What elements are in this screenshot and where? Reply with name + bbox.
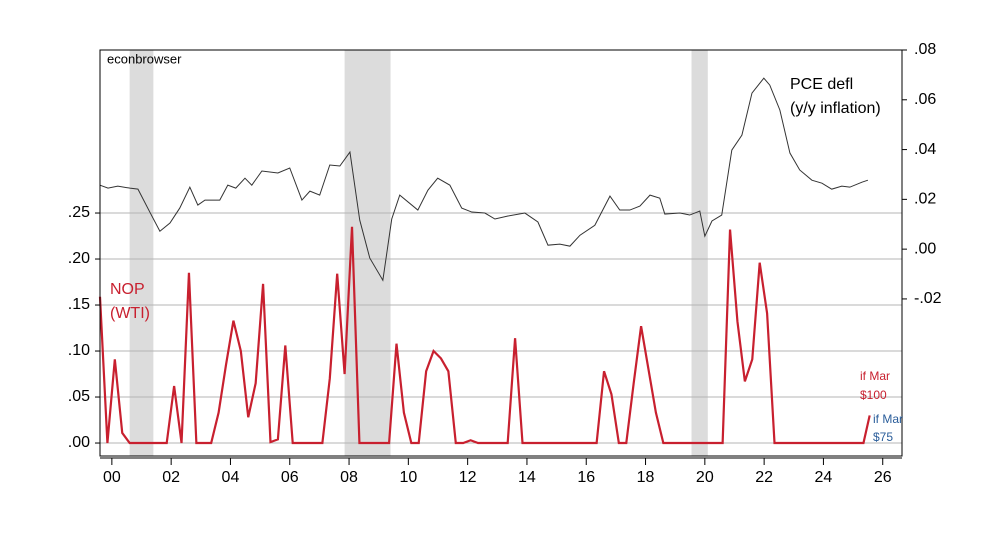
x-tick-label: 26 [874, 469, 892, 486]
line-layer [98, 77, 871, 445]
x-tick-label: 12 [459, 469, 477, 486]
y2-tick-label: -.02 [914, 290, 942, 307]
y2-tick-label: .00 [914, 240, 936, 257]
series-line [99, 77, 869, 282]
y2-tick-label: .02 [914, 191, 936, 208]
annotation: if Mar [873, 412, 903, 426]
series-label: (WTI) [110, 305, 150, 322]
x-tick-label: 02 [162, 469, 180, 486]
x-tick-label: 24 [815, 469, 833, 486]
recession-band [691, 50, 708, 456]
axis-layer: .00 .05 .10 .15 .20 .25 -.02 .00 .02 .04 .06 .08 00 0… [68, 41, 942, 486]
series-label: PCE defl [790, 76, 853, 93]
x-tick-label: 22 [755, 469, 773, 486]
y2-tick-label: .06 [914, 91, 936, 108]
x-tick-label: 18 [637, 469, 655, 486]
series-label: (y/y inflation) [790, 100, 881, 117]
x-tick-label: 04 [222, 469, 240, 486]
x-tick-label: 06 [281, 469, 299, 486]
x-tick-label: 20 [696, 469, 714, 486]
x-tick-label: 00 [103, 469, 121, 486]
x-tick-label: 16 [577, 469, 595, 486]
y-tick-label: .10 [68, 342, 90, 359]
y-tick-label: .15 [68, 296, 90, 313]
y2-tick-label: .04 [914, 141, 936, 158]
y-tick-label: .25 [68, 204, 90, 221]
recession-band [129, 50, 154, 456]
x-tick-label: 10 [399, 469, 417, 486]
y-tick-label: .20 [68, 250, 90, 267]
y2-tick-label: .08 [914, 41, 936, 58]
series-line [98, 226, 871, 445]
y-tick-label: .05 [68, 388, 90, 405]
annotation: $100 [860, 388, 887, 402]
watermark: econbrowser [107, 51, 182, 66]
annotation: $75 [873, 430, 893, 444]
x-tick-label: 08 [340, 469, 358, 486]
x-tick-label: 14 [518, 469, 536, 486]
annotation: if Mar [860, 369, 890, 383]
y-tick-label: .00 [68, 434, 90, 451]
plot-frame [99, 49, 903, 457]
series-label: NOP [110, 281, 145, 298]
